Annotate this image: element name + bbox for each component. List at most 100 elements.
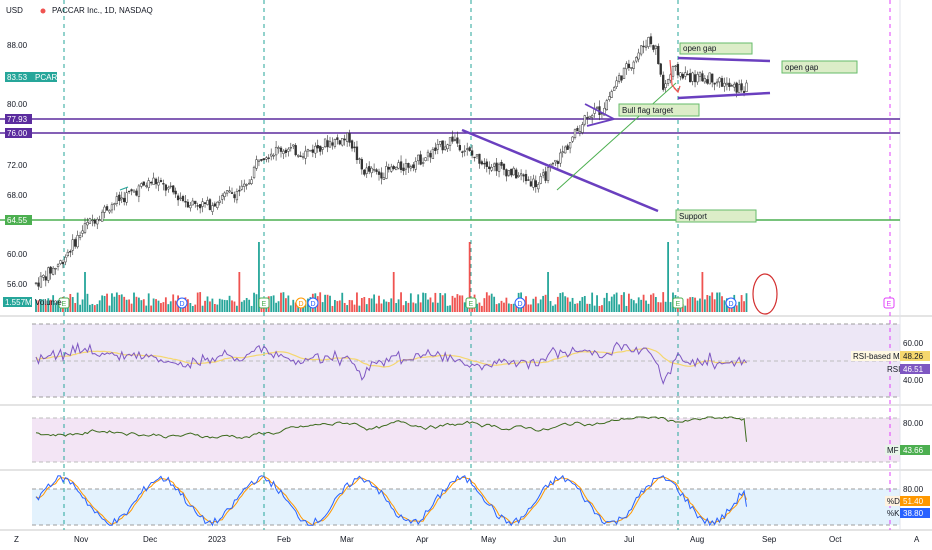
candle-body	[103, 206, 106, 213]
range-top-line[interactable]	[677, 56, 771, 63]
candle-body	[630, 67, 633, 69]
earnings-marker[interactable]	[672, 297, 684, 309]
candle-body	[387, 166, 390, 170]
candle-body	[671, 66, 675, 77]
volume-bar	[444, 293, 447, 312]
candle-body	[490, 166, 493, 171]
candle-body	[245, 184, 248, 186]
volume-bar	[510, 303, 513, 312]
volume-bar	[338, 300, 341, 312]
volume-bar	[659, 302, 662, 312]
volume-bar	[115, 292, 118, 312]
earnings-marker[interactable]	[465, 297, 477, 309]
open-gap-box-2[interactable]	[781, 60, 858, 74]
event-lines	[63, 0, 891, 530]
candle-body	[181, 196, 185, 201]
candle-body	[395, 166, 398, 171]
volume-bar	[493, 296, 496, 312]
candle-body	[287, 148, 290, 152]
stoch-band	[32, 489, 900, 525]
volume-highlight-circle[interactable]	[752, 273, 778, 315]
dividend-marker[interactable]	[295, 297, 307, 309]
flag-upper[interactable]	[584, 103, 615, 120]
candle-body	[343, 138, 346, 141]
candle-body	[453, 139, 457, 141]
candle-body	[603, 107, 606, 116]
candle-body	[561, 151, 564, 154]
volume-bar	[699, 298, 701, 312]
dividend-marker[interactable]	[514, 297, 526, 309]
volume-bar	[686, 298, 689, 312]
drawings[interactable]	[119, 56, 778, 315]
candle-body	[468, 147, 471, 152]
candle-body	[203, 202, 207, 204]
volume-bar	[334, 299, 336, 312]
candle-body	[127, 190, 131, 193]
candle-body	[733, 83, 736, 88]
bull-flag-box[interactable]	[618, 103, 700, 117]
volume-bar	[54, 302, 57, 312]
volume-bar	[236, 305, 238, 312]
level-76-tag: 76.00	[7, 129, 28, 138]
symbol-title[interactable]: PACCAR Inc., 1D, NASDAQ	[52, 6, 153, 15]
footer-left-icon[interactable]: Z	[14, 535, 19, 544]
candle-body	[564, 146, 567, 154]
candle-body	[199, 204, 202, 209]
candle-body	[274, 146, 278, 156]
dividend-marker[interactable]	[307, 297, 319, 309]
candle-body	[475, 154, 479, 157]
volume-bar	[368, 298, 371, 312]
price-axis[interactable]: 88.00 80.00 72.00 68.00 60.00 56.00	[7, 41, 28, 289]
volume-bar	[196, 292, 199, 312]
candle-body	[421, 162, 425, 164]
volume-bar	[108, 305, 111, 312]
level-77-tag-bg	[5, 114, 32, 124]
candle-body	[652, 45, 655, 50]
candle-body	[495, 162, 498, 172]
candle-body	[66, 251, 69, 256]
uptrend-line[interactable]	[556, 82, 677, 191]
volume-bar	[133, 292, 135, 312]
candle-body	[368, 166, 371, 172]
candle-body	[515, 169, 518, 179]
mf-tag-value: 43.66	[903, 446, 924, 455]
green-arrow[interactable]	[119, 186, 129, 191]
candle-body	[221, 195, 224, 200]
candle-body	[517, 175, 520, 177]
volume-bar	[111, 293, 113, 312]
candle-body	[294, 145, 297, 156]
volume-bar	[98, 300, 101, 312]
note-boxes[interactable]: open gap open gap Bull flag target Suppo…	[618, 42, 858, 223]
candle-body	[451, 136, 454, 142]
rsi-tag-value: 46.51	[903, 365, 924, 374]
volume-bar	[664, 301, 667, 312]
dividend-marker[interactable]	[725, 297, 737, 309]
footer-right-icon[interactable]: A	[914, 535, 920, 544]
time-axis[interactable]: Nov Dec 2023 Feb Mar Apr May Jun Jul Aug…	[74, 535, 842, 544]
volume-bars	[35, 242, 748, 312]
volume-bar	[534, 296, 537, 312]
volume-bar	[250, 305, 253, 312]
candle-body	[304, 150, 307, 159]
flag-lower[interactable]	[586, 118, 615, 127]
candle-body	[243, 183, 246, 187]
volume-bar	[628, 293, 630, 312]
open-gap-box-1[interactable]	[679, 42, 753, 55]
downtrend-line[interactable]	[461, 128, 659, 213]
dividend-marker[interactable]	[176, 297, 188, 309]
candle-body	[625, 63, 628, 70]
candle-body	[78, 235, 82, 238]
volume-bar	[304, 300, 307, 312]
range-bottom-line[interactable]	[677, 91, 771, 100]
candle-body	[225, 190, 229, 194]
candle-body	[473, 156, 476, 159]
volume-bar	[708, 295, 711, 312]
candle-body	[581, 124, 584, 133]
volume-bar	[272, 295, 275, 312]
earnings-marker[interactable]	[258, 297, 270, 309]
earnings-marker[interactable]	[58, 297, 70, 309]
support-box[interactable]	[675, 209, 757, 223]
earnings-marker[interactable]	[883, 297, 895, 309]
